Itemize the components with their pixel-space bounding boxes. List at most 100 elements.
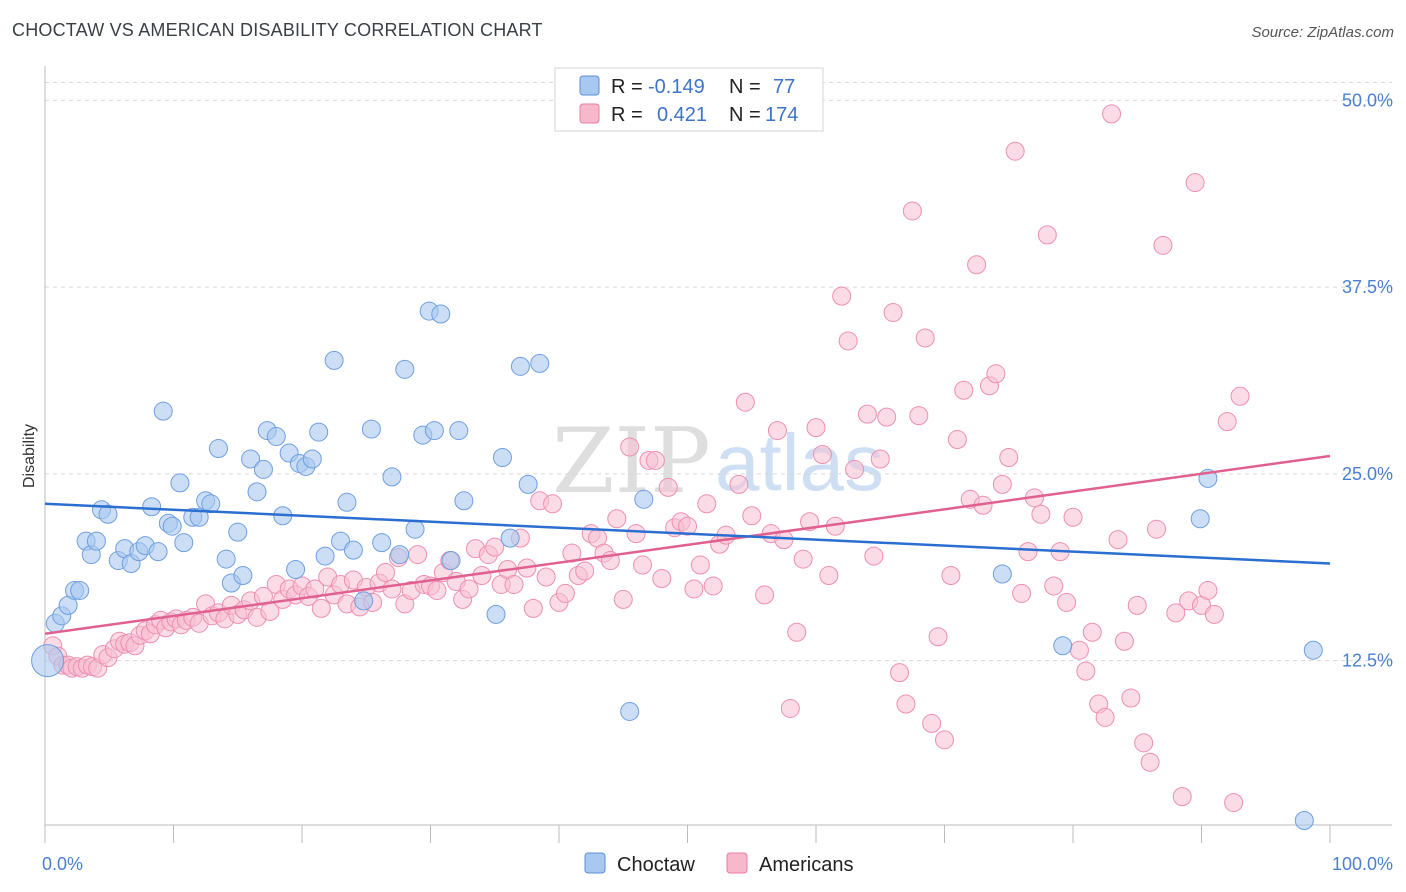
choctaw-point [449,421,469,441]
americans-point [305,579,325,599]
choctaw-point [518,474,538,494]
americans-point [999,447,1019,467]
americans-point [896,694,916,714]
americans-point [729,474,749,494]
americans-point [1147,519,1167,539]
americans-point [1134,733,1154,753]
choctaw-point [31,644,65,678]
americans-point [555,583,575,603]
americans-point [742,506,762,526]
x-tick-label: 100.0% [1332,854,1393,874]
choctaw-point [1303,640,1323,660]
americans-point [1102,104,1122,124]
americans-point [1005,141,1025,161]
americans-point [1185,173,1205,193]
americans-point [812,444,832,464]
americans-point [1057,592,1077,612]
y-tick-label: 25.0% [1342,464,1393,484]
choctaw-point [189,507,209,527]
americans-point [755,585,775,605]
americans-point [992,474,1012,494]
legend-swatch-americans [579,103,600,124]
americans-point [1121,688,1141,708]
choctaw-point [315,546,335,566]
choctaw-point [148,542,168,562]
y-tick-labels: 12.5% 25.0% 37.5% 50.0% [1342,90,1393,670]
americans-point [922,713,942,733]
americans-point [1114,631,1134,651]
americans-point [678,516,697,536]
choctaw-point [343,540,363,560]
americans-point [408,545,428,565]
americans-point [645,450,665,470]
choctaw-point [424,421,444,441]
americans-point [690,555,710,575]
choctaw-point [486,604,506,624]
legend-r-value-choctaw: -0.149 [648,76,705,98]
legend-n-value-americans: 174 [765,104,798,126]
choctaw-point [253,459,273,479]
americans-point [1063,507,1083,527]
americans-point [735,392,755,412]
americans-point [633,555,653,575]
choctaw-point [1294,811,1314,831]
choctaw-point [286,560,306,580]
choctaw-point [454,491,474,511]
americans-point [703,576,723,596]
americans-point [311,598,331,618]
choctaw-point [86,531,106,551]
choctaw-point [170,473,190,493]
americans-point [697,494,717,514]
americans-point [684,579,704,599]
americans-point [819,566,839,586]
americans-point [658,477,678,497]
choctaw-point [142,497,162,517]
americans-point [890,663,910,683]
americans-point [382,579,402,599]
choctaw-point [98,504,118,524]
americans-point [1031,504,1051,524]
choctaw-point [492,447,512,467]
choctaw-point [354,591,374,611]
choctaw-point [247,482,267,502]
americans-point [472,566,492,586]
axes [44,66,1392,843]
choctaw-point [390,545,410,565]
choctaw-point [201,494,221,514]
americans-point [575,561,595,581]
americans-point [806,418,826,438]
americans-point [915,328,935,348]
choctaw-point [510,356,530,376]
americans-point [626,524,646,544]
americans-point [1095,707,1115,727]
y-tick-label: 50.0% [1342,90,1393,110]
choctaw-point [162,516,182,536]
chart-title: CHOCTAW VS AMERICAN DISABILITY CORRELATI… [12,20,543,40]
americans-point [883,303,903,323]
americans-point [1044,576,1064,596]
legend-r-label-choctaw: R = [611,76,643,98]
americans-point [504,574,524,594]
americans-point [376,563,396,583]
legend-r-value-americans: 0.421 [657,104,707,126]
legend-n-label-choctaw: N = [729,76,761,98]
americans-point [954,380,974,400]
americans-point [928,627,948,647]
americans-point [607,509,627,529]
americans-point [1198,580,1218,600]
choctaw-point [500,528,520,548]
americans-point [1108,530,1128,550]
americans-point [1140,752,1160,772]
legend-r-label-americans: R = [611,104,643,126]
legend-swatch-choctaw [579,75,600,96]
legend-n-label-americans: N = [729,104,761,126]
choctaw-point [1053,636,1073,656]
americans-point [780,698,800,718]
americans-point [909,406,929,426]
choctaw-point [634,489,654,509]
americans-point [1069,640,1089,660]
americans-point [1224,793,1244,813]
choctaw-point [70,580,90,600]
choctaw-point [174,533,194,553]
